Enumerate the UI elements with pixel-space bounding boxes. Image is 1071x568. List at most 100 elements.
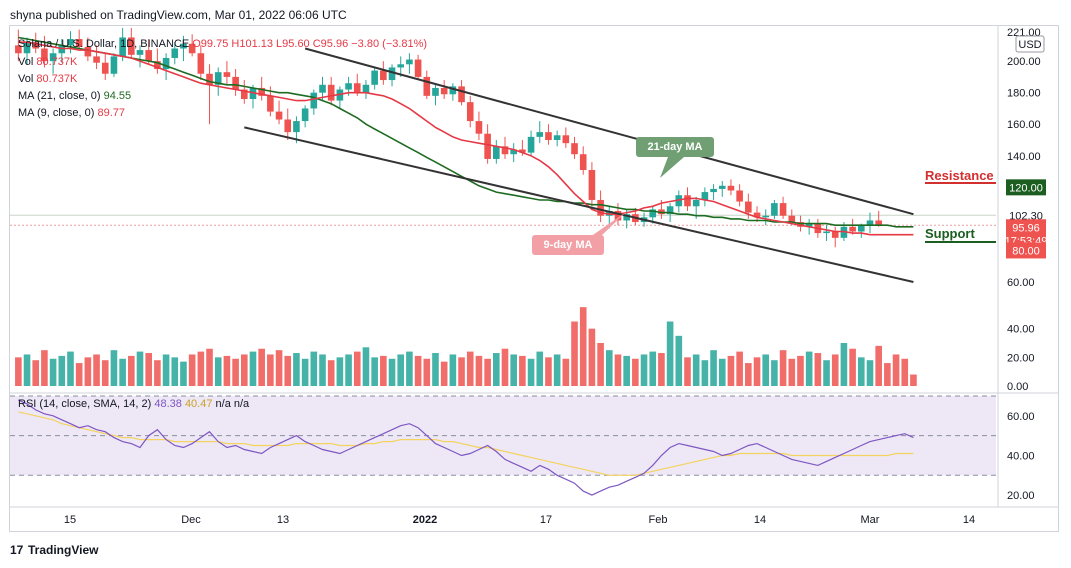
volume-bar (910, 374, 917, 386)
candle-body (762, 215, 770, 218)
candle-body (214, 72, 222, 85)
ma9-callout: 9-day MA (532, 235, 604, 255)
upper-ma-tag: 102.30 (1009, 210, 1043, 222)
volume-bar (588, 328, 596, 386)
volume-bar (814, 353, 822, 386)
candle-body (779, 203, 787, 216)
legend-rsi-label: RSI (14, close, SMA, 14, 2) (18, 398, 152, 410)
volume-bar (466, 351, 474, 386)
rsi-tick-label: 60.00 (1007, 411, 1035, 423)
volume-bar (884, 363, 891, 386)
price-tick-label: 140.00 (1007, 151, 1041, 163)
legend-ma21: MA (21, close, 0) 94.55 (18, 90, 131, 102)
candle-body (771, 203, 778, 216)
candle-body (823, 231, 830, 234)
legend-rsi-value: 48.38 (154, 398, 182, 410)
candle-body (527, 136, 535, 153)
volume-bar (171, 357, 179, 386)
candle-body (649, 209, 657, 218)
volume-bar (232, 358, 239, 386)
candle-body (475, 121, 483, 134)
volume-bar (223, 355, 231, 386)
volume-bar (553, 354, 561, 386)
upper-ma-tag-bg (1006, 207, 1046, 224)
candle-body (849, 226, 856, 232)
candle-body (353, 83, 361, 93)
time-tick-label: 17 (540, 514, 552, 526)
volume-bar (101, 360, 109, 386)
volume-bar (857, 357, 865, 386)
candle-body (145, 50, 153, 62)
time-tick-label: Mar (861, 514, 880, 526)
candle-body (684, 195, 691, 207)
volume-bar (684, 357, 691, 386)
legend-ma9-label: MA (9, close, 0) (18, 107, 95, 119)
volume-bar (380, 355, 387, 386)
volume-bar (753, 357, 761, 386)
chart-frame (9, 25, 1059, 532)
volume-bar (180, 361, 187, 386)
volume-bar (214, 357, 222, 386)
volume-bar (545, 357, 552, 386)
volume-bar (736, 351, 743, 386)
volume-bar (154, 360, 161, 386)
candle-body (623, 214, 630, 221)
candle-body (180, 43, 187, 49)
candle-body (536, 132, 544, 137)
volume-bar (501, 348, 509, 386)
candle-body (432, 87, 439, 96)
candle-body (110, 56, 118, 74)
tradingview-logo-icon: 17 (10, 543, 24, 557)
tradingview-logo: 17 TradingView (10, 543, 98, 557)
volume-bar (49, 358, 57, 386)
legend-ma21-label: MA (21, close, 0) (18, 90, 101, 102)
candle-body (154, 61, 161, 70)
candle-body (597, 199, 604, 216)
candle-body (701, 192, 709, 200)
volume-bar (562, 358, 570, 386)
legend-rsi: RSI (14, close, SMA, 14, 2) 48.38 40.47 … (18, 398, 249, 410)
volume-bar (345, 354, 352, 386)
price-tick-label: 0.00 (1007, 381, 1028, 393)
candle-body (692, 199, 700, 207)
candle-body (128, 37, 135, 55)
resistance-tag: 120.00 (1009, 182, 1043, 194)
candle-body (136, 50, 144, 55)
volume-bar (493, 353, 500, 386)
volume-bar (119, 358, 126, 386)
legend-vol2-value: 80.737K (36, 73, 78, 85)
volume-bar (458, 357, 465, 386)
volume-bar (388, 358, 396, 386)
volume-bar (675, 335, 683, 386)
volume-bar (110, 350, 118, 386)
candle-body (519, 149, 526, 153)
candle-body (49, 53, 57, 62)
volume-bar (875, 345, 882, 386)
candle-body (866, 220, 874, 226)
volume-bar (640, 354, 648, 386)
volume-bar (779, 350, 787, 386)
volume-bar (805, 351, 813, 386)
time-tick-label: Feb (649, 514, 668, 526)
candle-body (458, 86, 465, 103)
candle-body (232, 76, 239, 90)
candle-body (397, 64, 405, 68)
price-tick-label: 200.00 (1007, 56, 1041, 68)
candle-body (371, 70, 378, 85)
legend-rsi-sma-value: 40.47 (184, 398, 213, 410)
volume-bar (597, 343, 604, 386)
volume-bar (605, 350, 613, 386)
candle-body (84, 46, 92, 57)
volume-bar (423, 358, 431, 386)
volume-bar (718, 358, 726, 386)
volume-bar (362, 347, 370, 386)
price-tick-label: 60.00 (1007, 277, 1035, 289)
candle-body (293, 121, 300, 133)
candle-body (493, 146, 500, 159)
usd-box (1015, 35, 1045, 53)
candle-body (32, 42, 40, 49)
volume-bar (162, 354, 170, 386)
candle-body (240, 89, 248, 99)
volume-bar (353, 351, 361, 386)
